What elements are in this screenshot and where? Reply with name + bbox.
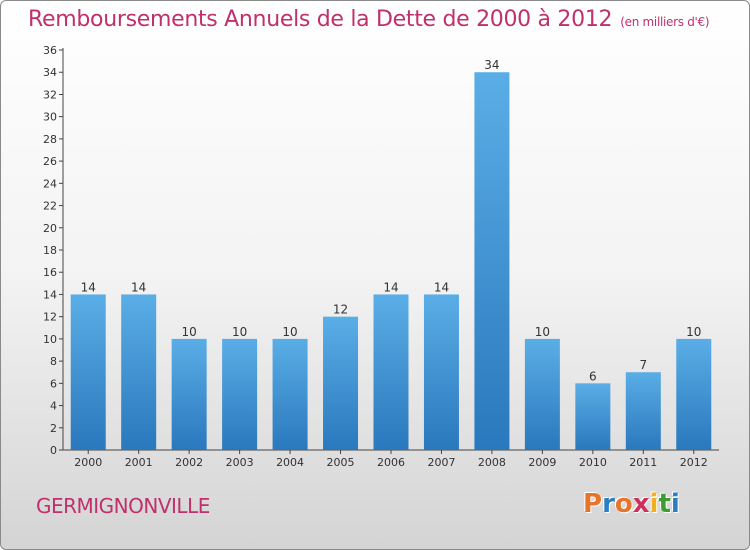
y-tick-label: 14 xyxy=(43,288,57,301)
x-tick-label: 2009 xyxy=(528,456,556,469)
bar-2003 xyxy=(222,338,258,450)
bar-2002 xyxy=(171,338,207,450)
logo-letter: i xyxy=(670,489,680,519)
bar-2001 xyxy=(121,294,157,450)
chart-subtitle: (en milliers d'€) xyxy=(620,15,710,29)
bar-2009 xyxy=(524,338,560,450)
x-tick-label: 2008 xyxy=(478,456,506,469)
data-label-2009: 10 xyxy=(535,325,550,339)
data-label-2005: 12 xyxy=(333,303,348,317)
x-tick-label: 2006 xyxy=(377,456,405,469)
y-tick-label: 22 xyxy=(43,200,57,213)
bar-2007 xyxy=(423,294,459,450)
bar-2004 xyxy=(272,338,308,450)
y-tick-label: 18 xyxy=(43,244,57,257)
data-label-2008: 34 xyxy=(484,58,499,72)
x-tick-label: 2010 xyxy=(579,456,607,469)
data-label-2007: 14 xyxy=(434,280,449,294)
y-tick-label: 4 xyxy=(50,400,57,413)
y-tick-label: 28 xyxy=(43,133,57,146)
y-tick-label: 24 xyxy=(43,177,57,190)
logo-letter: t xyxy=(658,489,671,519)
data-label-2000: 14 xyxy=(81,280,96,294)
data-label-2012: 10 xyxy=(686,325,701,339)
y-tick-label: 6 xyxy=(50,377,57,390)
bar-2008 xyxy=(474,72,510,450)
logo-letter: x xyxy=(632,489,650,519)
y-tick-label: 16 xyxy=(43,266,57,279)
x-tick-label: 2004 xyxy=(276,456,304,469)
logo-letter: P xyxy=(583,489,603,519)
bar-2006 xyxy=(373,294,409,450)
y-tick-label: 8 xyxy=(50,355,57,368)
y-tick-label: 2 xyxy=(50,422,57,435)
logo-letter: r xyxy=(602,489,615,519)
data-labels-group: 14 14 10 10 10 12 14 14 34 10 6 7 10 xyxy=(81,58,702,383)
x-tick-label: 2005 xyxy=(327,456,355,469)
data-label-2003: 10 xyxy=(232,325,247,339)
x-tick-label: 2001 xyxy=(125,456,153,469)
bar-2012 xyxy=(676,338,712,450)
data-label-2001: 14 xyxy=(131,280,146,294)
logo-letter: o xyxy=(614,489,633,519)
x-tick-label: 2012 xyxy=(680,456,708,469)
y-tick-label: 0 xyxy=(50,444,57,457)
y-tick-label: 30 xyxy=(43,111,57,124)
y-tick-label: 20 xyxy=(43,222,57,235)
chart-title: Remboursements Annuels de la Dette de 20… xyxy=(28,7,710,32)
x-tick-label: 2007 xyxy=(427,456,455,469)
proxiti-logo: Proxiti xyxy=(583,489,680,519)
x-axis: 2000 2001 2002 2003 2004 2005 2006 2007 2008 2009… xyxy=(63,449,719,469)
logo-letter: i xyxy=(649,489,659,519)
data-label-2010: 6 xyxy=(589,369,597,383)
bar-2011 xyxy=(625,372,661,450)
x-tick-label: 2002 xyxy=(175,456,203,469)
y-tick-label: 34 xyxy=(43,66,57,79)
x-tick-label: 2003 xyxy=(226,456,254,469)
data-label-2006: 14 xyxy=(383,280,398,294)
y-tick-label: 10 xyxy=(43,333,57,346)
data-label-2011: 7 xyxy=(639,358,647,372)
data-label-2002: 10 xyxy=(182,325,197,339)
place-name: GERMIGNONVILLE xyxy=(36,494,210,518)
y-tick-label: 12 xyxy=(43,311,57,324)
bars-group xyxy=(70,72,712,450)
bar-2010 xyxy=(575,383,611,450)
y-tick-label: 26 xyxy=(43,155,57,168)
bar-2005 xyxy=(323,316,359,450)
bar-2000 xyxy=(70,294,106,450)
data-label-2004: 10 xyxy=(282,325,297,339)
y-tick-label: 32 xyxy=(43,88,57,101)
chart-title-text: Remboursements Annuels de la Dette de 20… xyxy=(28,7,613,32)
x-tick-label: 2000 xyxy=(74,456,102,469)
x-tick-label: 2011 xyxy=(629,456,657,469)
y-tick-label: 36 xyxy=(43,44,57,57)
